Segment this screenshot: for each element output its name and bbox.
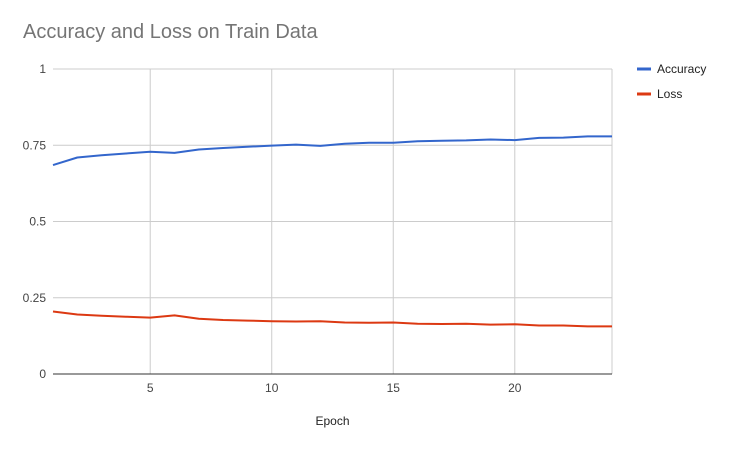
gridlines — [53, 68, 613, 374]
x-axis-title: Epoch — [315, 414, 349, 428]
y-tick-label: 0 — [39, 367, 46, 381]
legend-label-loss: Loss — [657, 87, 682, 101]
y-tick-label: 0.5 — [29, 215, 46, 229]
x-axis-ticks: 5 10 15 20 — [147, 381, 522, 395]
y-tick-label: 0.25 — [23, 291, 47, 305]
x-tick-label: 5 — [147, 381, 154, 395]
x-tick-label: 20 — [508, 381, 522, 395]
legend: Accuracy Loss — [637, 62, 706, 101]
x-tick-label: 15 — [387, 381, 401, 395]
y-axis-ticks: 0 0.25 0.5 0.75 1 — [23, 62, 47, 381]
series-line-loss — [52, 310, 612, 328]
chart-title: Accuracy and Loss on Train Data — [23, 21, 318, 43]
series-line-accuracy — [52, 135, 612, 167]
y-tick-label: 0.75 — [23, 138, 47, 152]
y-tick-label: 1 — [39, 62, 46, 76]
legend-label-accuracy: Accuracy — [657, 62, 706, 76]
series-lines — [52, 135, 612, 328]
x-tick-label: 10 — [265, 381, 279, 395]
